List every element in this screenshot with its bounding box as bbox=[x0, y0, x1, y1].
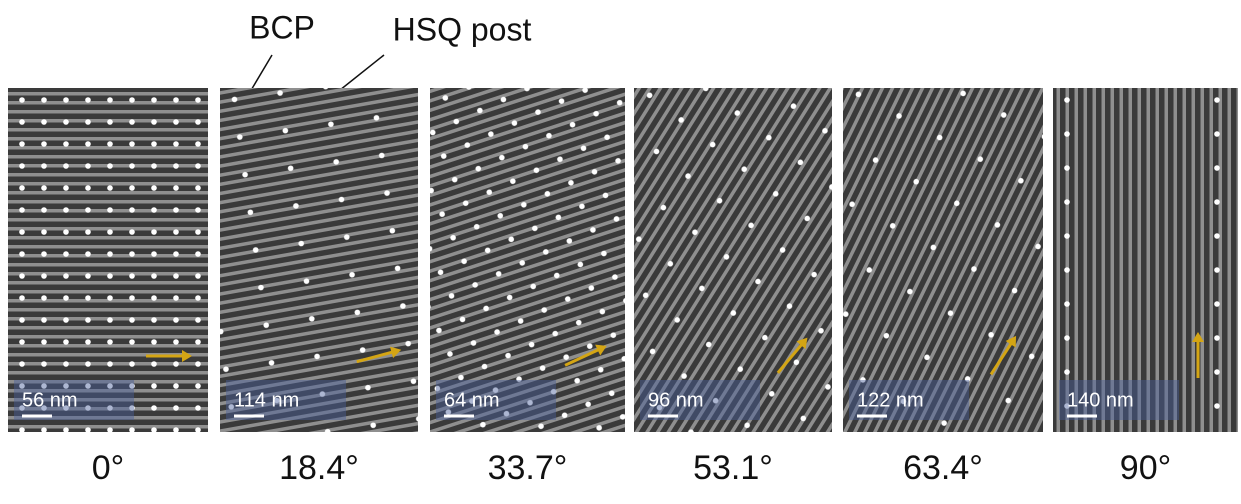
sem-panel: 64 nm bbox=[430, 88, 625, 432]
bcp-label: BCP bbox=[249, 9, 315, 45]
figure: BCP HSQ post 56 nm 0° 114 nm 18.4° 64 nm 33.7… bbox=[0, 0, 1241, 499]
angle-label: 53.1° bbox=[693, 449, 773, 487]
angle-label: 63.4° bbox=[903, 449, 983, 487]
scale-label: 64 nm bbox=[444, 389, 500, 411]
sem-panel: 140 nm bbox=[1053, 88, 1238, 432]
scale-label: 122 nm bbox=[857, 389, 924, 411]
sem-panel: 56 nm bbox=[8, 88, 208, 432]
sem-panel: 96 nm bbox=[634, 88, 832, 432]
scale-label: 56 nm bbox=[22, 389, 78, 411]
angle-label: 18.4° bbox=[279, 449, 359, 487]
angle-label: 0° bbox=[92, 449, 125, 487]
sem-panel: 114 nm bbox=[220, 88, 418, 432]
scale-label: 114 nm bbox=[234, 389, 299, 411]
hsq-label: HSQ post bbox=[393, 11, 532, 47]
angle-label: 90° bbox=[1120, 449, 1171, 487]
leader-line bbox=[250, 55, 272, 92]
scale-label: 96 nm bbox=[648, 389, 704, 411]
sem-panel: 122 nm bbox=[843, 88, 1043, 432]
angle-label: 33.7° bbox=[488, 449, 568, 487]
scale-label: 140 nm bbox=[1067, 389, 1134, 411]
